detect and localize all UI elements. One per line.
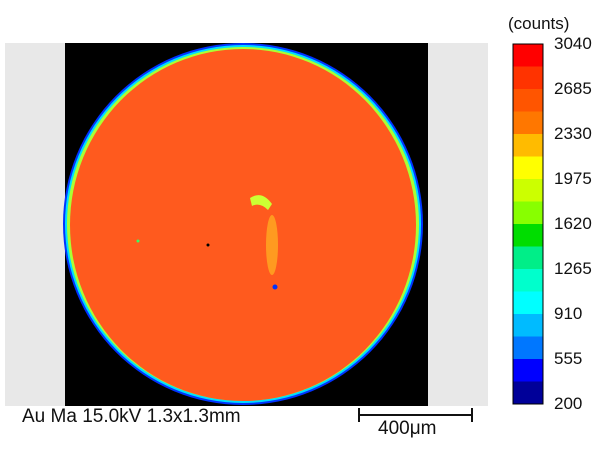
colorbar-band	[513, 111, 543, 135]
colorbar-band	[513, 269, 543, 292]
colorbar-band	[513, 89, 543, 112]
colorbar-tick-label: 910	[554, 304, 583, 323]
scale-bar	[358, 408, 473, 422]
colorbar-band	[513, 44, 543, 67]
inclusion	[206, 243, 210, 247]
colorbar-band	[513, 314, 543, 337]
colorbar-band	[513, 381, 543, 405]
colorbar	[512, 43, 544, 405]
map-caption: Au Ma 15.0kV 1.3x1.3mm	[22, 406, 241, 427]
colorbar-tick-label: 2685	[554, 79, 592, 98]
inclusion	[266, 215, 278, 275]
colorbar-band	[513, 246, 543, 270]
colorbar-tick-label: 1620	[554, 214, 592, 233]
inclusion	[136, 239, 140, 243]
colorbar-band	[513, 179, 543, 202]
colorbar-band	[513, 201, 543, 225]
colorbar-tick-label: 2330	[554, 124, 592, 143]
colorbar-tick-label: 555	[554, 349, 583, 368]
colorbar-band	[513, 66, 543, 90]
colorbar-tick-label: 1975	[554, 169, 592, 188]
colorbar-band	[513, 359, 543, 382]
inclusion	[272, 284, 278, 290]
colorbar-band	[513, 291, 543, 315]
colorbar-frame	[512, 43, 544, 405]
colorbar-tick-label: 3040	[554, 34, 592, 53]
scale-bar-label: 400μm	[378, 418, 437, 439]
colorbar-band	[513, 336, 543, 360]
inclusion	[250, 195, 272, 210]
colorbar-band	[513, 134, 543, 157]
colorbar-tick-label: 1265	[554, 259, 592, 278]
sample-inclusions	[136, 195, 278, 290]
colorbar-tick-label: 200	[554, 394, 583, 413]
colorbar-unit-label: (counts)	[508, 14, 570, 33]
sample-au-region	[70, 49, 416, 401]
colorbar-band	[513, 156, 543, 180]
colorbar-band	[513, 224, 543, 247]
